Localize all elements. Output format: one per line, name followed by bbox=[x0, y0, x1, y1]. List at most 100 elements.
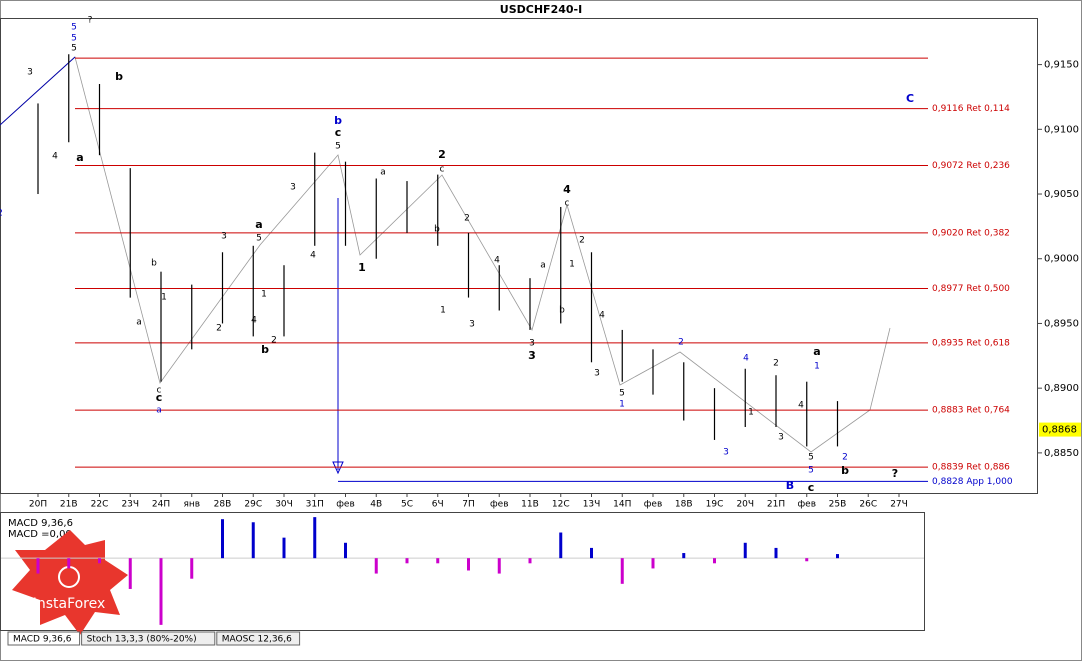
x-tick-label: 24П bbox=[152, 500, 170, 510]
wave-label: 3 bbox=[27, 68, 33, 78]
wave-label: 5 bbox=[256, 234, 262, 244]
wave-label: 5 bbox=[71, 34, 77, 44]
wave-label: 4 bbox=[798, 401, 804, 411]
price-label: 0,8868 bbox=[1042, 425, 1077, 436]
x-tick-label: фев bbox=[336, 500, 355, 510]
wave-label: 3 bbox=[469, 320, 475, 330]
wave-label: ? bbox=[88, 16, 93, 26]
x-tick-label: 29С bbox=[244, 500, 262, 510]
wave-label: 3 bbox=[290, 183, 296, 193]
macd-bar bbox=[313, 517, 317, 559]
x-tick-label: 28В bbox=[214, 500, 232, 510]
wave-label: 3 bbox=[723, 448, 729, 458]
x-tick-label: 13Ч bbox=[583, 500, 601, 510]
x-tick-label: фев bbox=[644, 500, 663, 510]
y-tick-label: 0,9050 bbox=[1044, 189, 1079, 200]
x-tick-label: 23Ч bbox=[121, 500, 139, 510]
indicator-tab[interactable] bbox=[81, 631, 216, 646]
indicator-panel bbox=[0, 512, 925, 631]
y-tick-label: 0,8850 bbox=[1044, 448, 1079, 459]
y-tick-label: 0,8900 bbox=[1044, 383, 1079, 394]
x-tick-label: 27Ч bbox=[890, 500, 908, 510]
wave-label: 4 bbox=[563, 183, 571, 196]
fib-label: 0,9116 Ret 0,114 bbox=[932, 104, 1010, 114]
wave-label: 1 bbox=[569, 260, 575, 270]
y-tick-label: 0,9000 bbox=[1044, 254, 1079, 265]
wave-label: 2 bbox=[0, 209, 3, 219]
chart-title: USDCHF240-I bbox=[500, 3, 582, 16]
macd-bar bbox=[774, 547, 778, 559]
wave-label: 5 bbox=[808, 466, 814, 476]
macd-bar bbox=[836, 554, 839, 559]
x-tick-label: 25В bbox=[829, 500, 847, 510]
x-tick-label: 14П bbox=[613, 500, 631, 510]
wave-label: 4 bbox=[494, 256, 500, 266]
macd-bar bbox=[344, 542, 347, 559]
wave-label: 1 bbox=[619, 400, 625, 410]
macd-bar bbox=[67, 558, 71, 569]
x-tick-label: 6Ч bbox=[432, 500, 444, 510]
wave-label: 2 bbox=[216, 324, 222, 334]
wave-label: 1 bbox=[748, 408, 754, 418]
wave-label: c bbox=[335, 126, 342, 139]
y-tick-label: 0,9100 bbox=[1044, 124, 1079, 135]
x-tick-label: 18В bbox=[675, 500, 693, 510]
wave-label: 1 bbox=[440, 306, 446, 316]
wave-label: b bbox=[334, 114, 342, 127]
indicator-tab[interactable] bbox=[7, 631, 81, 646]
wave-label: 4 bbox=[52, 152, 58, 162]
wave-label: b bbox=[115, 70, 123, 83]
wave-label: B bbox=[786, 479, 794, 492]
wave-label: c bbox=[156, 391, 163, 404]
macd-bar bbox=[682, 553, 686, 559]
tab-label[interactable]: MAOSC 12,36,6 bbox=[222, 635, 292, 645]
tab-label[interactable]: MACD 9,36,6 bbox=[13, 635, 72, 645]
fib-label: 0,8839 Ret 0,886 bbox=[932, 463, 1010, 473]
macd-bar bbox=[128, 558, 132, 589]
macd-bar bbox=[436, 558, 440, 564]
logo-text: InstaForex bbox=[33, 596, 106, 612]
macd-title: MACD 9,36,6 bbox=[8, 518, 73, 529]
x-tick-label: 21В bbox=[60, 500, 78, 510]
wave-label: 4 bbox=[251, 316, 257, 326]
macd-bar bbox=[190, 558, 194, 579]
wave-label: c bbox=[565, 199, 570, 209]
wave-label: 2 bbox=[271, 336, 277, 346]
wave-label: a bbox=[813, 345, 820, 358]
wave-label: b bbox=[151, 259, 157, 269]
wave-label: c bbox=[808, 481, 815, 494]
wave-label: 3 bbox=[529, 339, 535, 349]
macd-bar bbox=[620, 558, 624, 584]
macd-bar bbox=[743, 542, 747, 559]
wave-label: 5 bbox=[808, 453, 814, 463]
x-tick-label: 19С bbox=[706, 500, 724, 510]
macd-bar bbox=[590, 547, 593, 559]
wave-label: 5 bbox=[335, 142, 341, 152]
wave-label: 2 bbox=[579, 236, 585, 246]
wave-label: 3 bbox=[594, 369, 600, 379]
macd-bar bbox=[528, 558, 532, 564]
x-tick-label: 20П bbox=[29, 500, 47, 510]
wave-label: a bbox=[136, 318, 142, 328]
wave-label: b bbox=[261, 343, 269, 356]
wave-label: c bbox=[157, 386, 162, 396]
macd-bar bbox=[159, 558, 163, 625]
macd-bar bbox=[251, 522, 255, 559]
x-tick-label: 30Ч bbox=[275, 500, 293, 510]
logo: InstaForex bbox=[12, 530, 128, 635]
wave-label: 1 bbox=[358, 261, 366, 274]
macd-bar bbox=[713, 558, 716, 564]
wave-label: 5 bbox=[71, 23, 77, 33]
macd-bar bbox=[497, 558, 501, 574]
wave-label: b bbox=[434, 225, 440, 235]
fib-label: 0,8883 Ret 0,764 bbox=[932, 406, 1010, 416]
macd-value: MACD =0,00 bbox=[8, 529, 72, 540]
x-tick-label: 12С bbox=[552, 500, 570, 510]
tab-label[interactable]: Stoch 13,3,3 (80%-20%) bbox=[87, 635, 197, 645]
fib-label: 0,9020 Ret 0,382 bbox=[932, 228, 1010, 238]
x-tick-label: фев bbox=[490, 500, 509, 510]
x-tick-label: 26С bbox=[859, 500, 877, 510]
wave-label: 1 bbox=[161, 293, 167, 303]
indicator-tab[interactable] bbox=[216, 631, 301, 646]
